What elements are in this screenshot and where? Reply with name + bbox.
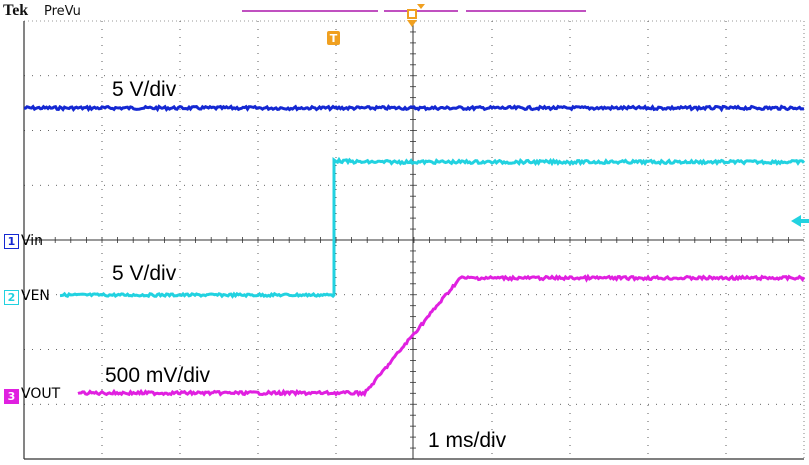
trigger-t-icon[interactable]: T [327,31,340,45]
timebase-note: 1 ms/div [428,429,507,452]
ch1-ground-icon[interactable]: 1 [4,234,19,249]
graticule [23,20,805,460]
ch3-label: VOUT [21,386,61,402]
ch2-ground-icon[interactable]: 2 [4,290,19,305]
ven-waveform [59,156,806,299]
svg-text:T: T [330,32,338,45]
acquisition-mode: PreVu [44,4,81,19]
vin-waveform [23,104,805,113]
vin-scale-note: 5 V/div [112,78,177,101]
trigger-level-icon[interactable] [791,215,809,227]
vout-scale-note: 500 mV/div [105,364,211,387]
ch2-label: VEN [21,288,50,304]
ch3-ground-icon[interactable]: 3 [4,389,19,404]
trigger-position-icon[interactable] [407,4,425,27]
brand-logo: Tek [3,2,29,19]
ven-scale-note: 5 V/div [112,262,177,285]
vout-waveform [77,273,806,398]
ch1-label: Vin [21,233,44,249]
